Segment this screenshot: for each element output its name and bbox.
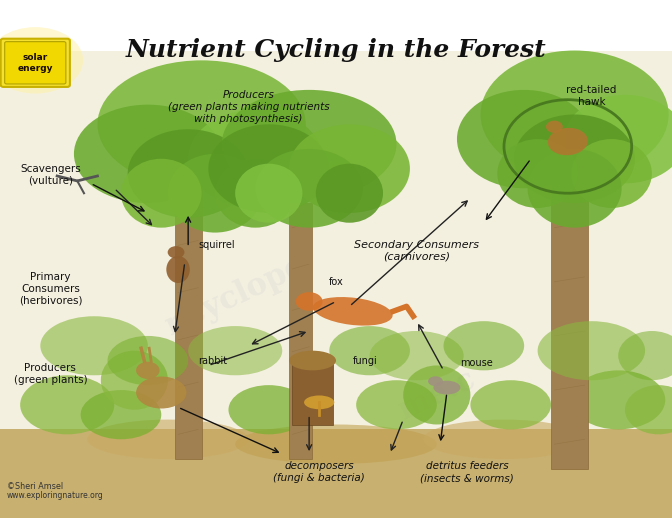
Ellipse shape — [228, 385, 309, 434]
Text: fungi: fungi — [353, 355, 378, 366]
FancyBboxPatch shape — [0, 429, 672, 518]
Ellipse shape — [235, 425, 437, 464]
Ellipse shape — [497, 139, 578, 208]
Ellipse shape — [235, 164, 302, 223]
Ellipse shape — [289, 124, 410, 213]
Text: www.exploringnature.org: www.exploringnature.org — [7, 492, 103, 500]
Text: ©Sheri Amsel: ©Sheri Amsel — [7, 482, 63, 491]
Ellipse shape — [618, 331, 672, 380]
Ellipse shape — [564, 95, 672, 183]
Ellipse shape — [313, 297, 392, 326]
FancyBboxPatch shape — [1, 39, 70, 87]
Ellipse shape — [457, 90, 591, 189]
Bar — [292, 361, 333, 425]
Ellipse shape — [571, 370, 665, 429]
Ellipse shape — [538, 321, 645, 380]
FancyBboxPatch shape — [0, 51, 672, 518]
Ellipse shape — [289, 351, 336, 370]
Ellipse shape — [548, 128, 588, 155]
Text: Primary
Consumers
(herbivores): Primary Consumers (herbivores) — [19, 272, 82, 306]
Ellipse shape — [167, 256, 190, 283]
Ellipse shape — [0, 27, 83, 94]
Bar — [175, 174, 202, 459]
Text: squirrel: squirrel — [198, 240, 235, 250]
Ellipse shape — [136, 362, 160, 379]
Ellipse shape — [470, 380, 551, 429]
Ellipse shape — [168, 246, 184, 258]
Text: Secondary Consumers
(carnivores): Secondary Consumers (carnivores) — [354, 240, 479, 262]
Text: solar
energy: solar energy — [17, 53, 53, 73]
Ellipse shape — [136, 377, 186, 409]
Ellipse shape — [433, 381, 460, 395]
Text: me.c: me.c — [394, 364, 480, 426]
Ellipse shape — [121, 159, 202, 228]
Ellipse shape — [444, 321, 524, 370]
FancyBboxPatch shape — [5, 41, 66, 84]
Ellipse shape — [215, 159, 296, 228]
Text: rabbit: rabbit — [198, 355, 227, 366]
Ellipse shape — [423, 420, 585, 459]
Ellipse shape — [222, 90, 396, 198]
Text: ncyclope: ncyclope — [161, 251, 310, 342]
Ellipse shape — [571, 139, 652, 208]
Ellipse shape — [625, 385, 672, 434]
Ellipse shape — [480, 51, 669, 179]
Text: fox: fox — [329, 277, 343, 287]
Ellipse shape — [81, 390, 161, 439]
Ellipse shape — [74, 105, 222, 203]
Ellipse shape — [87, 420, 249, 459]
Ellipse shape — [188, 326, 282, 375]
Ellipse shape — [403, 366, 470, 425]
Ellipse shape — [356, 380, 437, 429]
Ellipse shape — [40, 316, 148, 375]
Ellipse shape — [208, 124, 329, 213]
Ellipse shape — [255, 149, 363, 228]
Ellipse shape — [304, 395, 334, 409]
Text: red-tailed
hawk: red-tailed hawk — [566, 85, 616, 107]
Text: Nutrient Cycling in the Forest: Nutrient Cycling in the Forest — [126, 38, 546, 62]
Bar — [289, 203, 312, 459]
Text: Producers
(green plants): Producers (green plants) — [13, 363, 87, 385]
Ellipse shape — [128, 129, 249, 218]
Ellipse shape — [168, 154, 262, 233]
Ellipse shape — [546, 121, 562, 133]
Ellipse shape — [101, 351, 168, 410]
Bar — [551, 149, 588, 469]
Text: decomposers
(fungi & bacteria): decomposers (fungi & bacteria) — [274, 462, 365, 483]
Ellipse shape — [97, 60, 306, 189]
Ellipse shape — [188, 110, 323, 208]
Text: Producers
(green plants making nutrients
with photosynthesis): Producers (green plants making nutrients… — [168, 90, 329, 124]
Ellipse shape — [428, 376, 443, 386]
Text: Scavengers
(vulture): Scavengers (vulture) — [20, 164, 81, 185]
Ellipse shape — [108, 336, 188, 385]
Ellipse shape — [528, 149, 622, 228]
Ellipse shape — [329, 326, 410, 375]
Ellipse shape — [514, 114, 635, 203]
Ellipse shape — [316, 164, 383, 223]
Text: mouse: mouse — [460, 358, 493, 368]
Text: detritus feeders
(insects & worms): detritus feeders (insects & worms) — [420, 462, 514, 483]
Ellipse shape — [370, 331, 464, 380]
Ellipse shape — [20, 375, 114, 434]
Ellipse shape — [296, 292, 323, 311]
